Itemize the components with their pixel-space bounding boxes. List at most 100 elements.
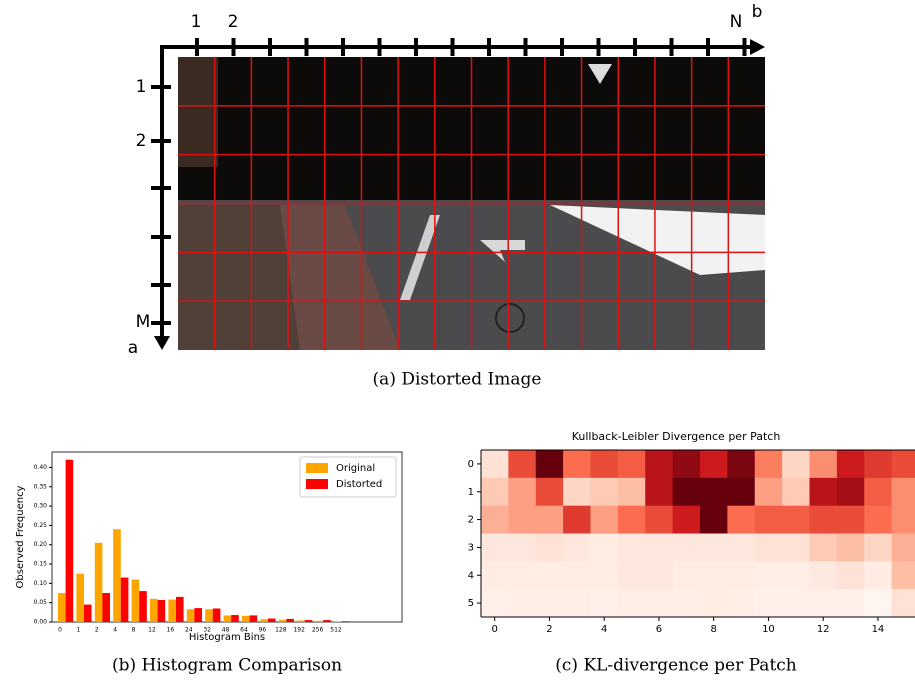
cell xyxy=(864,477,893,507)
x-tick-label: 0 xyxy=(58,627,62,634)
patch-grid xyxy=(178,57,765,350)
cell xyxy=(836,533,865,562)
row-label: 1 xyxy=(136,77,147,97)
y-tick-label: 0.25 xyxy=(34,522,48,529)
bar xyxy=(242,615,250,622)
cell xyxy=(891,561,915,590)
bar xyxy=(186,609,195,622)
y-tick-label: 5 xyxy=(468,598,474,609)
cell xyxy=(727,505,756,534)
cell xyxy=(864,561,893,590)
legend-label: Original xyxy=(336,463,375,474)
x-axis-label: Histogram Bins xyxy=(189,632,265,643)
cell xyxy=(836,561,865,590)
chart-title: Kullback-Leibler Divergence per Patch xyxy=(572,430,781,443)
bar xyxy=(260,619,268,622)
x-tick-label: 12 xyxy=(148,627,156,634)
bar xyxy=(297,620,305,622)
cell xyxy=(535,505,564,534)
cell xyxy=(645,477,674,507)
cell xyxy=(508,561,537,590)
cell xyxy=(590,589,619,618)
legend-swatch xyxy=(306,463,328,473)
cell xyxy=(754,589,783,618)
cell xyxy=(809,561,838,590)
cell xyxy=(809,533,838,562)
cell xyxy=(864,589,893,618)
cell xyxy=(727,477,756,507)
bar xyxy=(84,604,92,622)
row-label: M xyxy=(136,312,151,332)
bar xyxy=(249,615,258,622)
x-tick-label: 64 xyxy=(240,627,248,634)
legend-label: Distorted xyxy=(336,479,382,490)
bar xyxy=(131,579,140,622)
cell xyxy=(535,533,564,562)
x-tick-label: 16 xyxy=(167,627,175,634)
cell xyxy=(700,505,728,534)
cell xyxy=(645,561,674,590)
cell xyxy=(891,450,915,479)
cell xyxy=(563,477,591,507)
cell xyxy=(727,450,756,479)
legend-swatch xyxy=(306,479,328,489)
x-tick-label: 256 xyxy=(312,627,324,634)
bar xyxy=(150,598,158,622)
col-label: N xyxy=(730,12,743,32)
bar xyxy=(231,615,239,622)
cell xyxy=(754,561,783,590)
axis-name: b xyxy=(752,2,763,22)
cell xyxy=(645,450,674,479)
cell xyxy=(508,505,537,534)
cell xyxy=(481,450,509,479)
cell xyxy=(836,450,865,479)
x-tick-label: 0 xyxy=(492,624,498,635)
bar xyxy=(194,608,202,622)
cell xyxy=(617,505,646,534)
cell xyxy=(645,505,674,534)
y-tick-label: 0.35 xyxy=(34,483,48,490)
cell xyxy=(590,561,619,590)
cell xyxy=(754,533,783,562)
x-tick-label: 12 xyxy=(817,624,830,635)
bar xyxy=(65,459,74,622)
bar xyxy=(94,542,103,622)
bar xyxy=(168,599,176,622)
x-tick-label: 14 xyxy=(872,624,885,635)
cell xyxy=(891,533,915,562)
bar xyxy=(323,620,331,622)
y-tick-label: 2 xyxy=(468,515,474,526)
cell xyxy=(809,477,838,507)
cell xyxy=(508,450,537,479)
x-tick-label: 128 xyxy=(275,627,287,634)
cell xyxy=(617,533,646,562)
cell xyxy=(563,561,591,590)
cell xyxy=(700,589,728,618)
cell xyxy=(700,533,728,562)
cell xyxy=(672,477,701,507)
bar xyxy=(223,615,232,622)
cell xyxy=(809,589,838,618)
y-tick-label: 3 xyxy=(468,542,474,553)
x-tick-label: 4 xyxy=(601,624,607,635)
cell xyxy=(782,561,810,590)
x-tick-label: 48 xyxy=(222,627,230,634)
bar xyxy=(176,596,184,622)
bar xyxy=(268,618,276,622)
x-tick-label: 8 xyxy=(132,627,136,634)
x-tick-label: 96 xyxy=(259,627,267,634)
bar xyxy=(286,618,294,622)
x-tick-label: 192 xyxy=(293,627,305,634)
bar xyxy=(341,621,350,622)
cell xyxy=(535,477,564,507)
patch-ticks xyxy=(151,38,747,325)
cell xyxy=(590,450,619,479)
x-tick-label: 4 xyxy=(113,627,117,634)
bar xyxy=(212,608,221,622)
x-tick-label: 6 xyxy=(656,624,662,635)
x-tick-label: 24 xyxy=(185,627,193,634)
cell xyxy=(809,450,838,479)
y-tick-label: 0.00 xyxy=(34,619,48,626)
cell xyxy=(754,505,783,534)
y-tick-label: 1 xyxy=(468,487,474,498)
